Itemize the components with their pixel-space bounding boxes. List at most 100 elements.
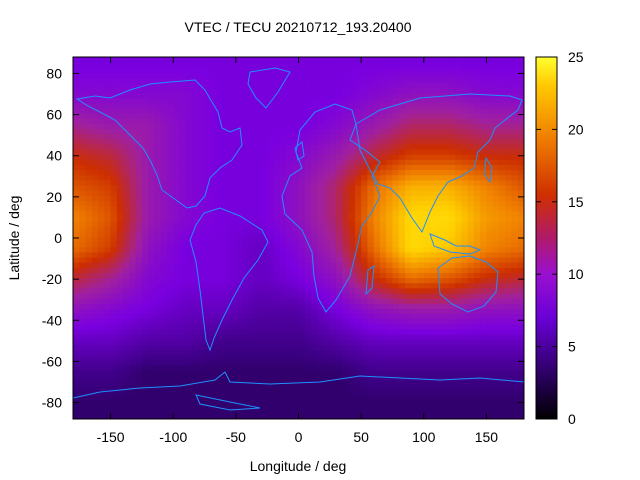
heatmap-cell <box>104 216 112 223</box>
heatmap-cell <box>141 108 149 115</box>
heatmap-cell <box>104 67 112 74</box>
heatmap-cell <box>260 164 268 171</box>
heatmap-cell <box>379 118 387 125</box>
heatmap-cell <box>511 118 519 125</box>
heatmap-cell <box>248 283 256 289</box>
heatmap-cell <box>417 272 425 279</box>
heatmap-cell <box>179 319 187 325</box>
heatmap-cell <box>173 329 181 336</box>
heatmap-cell <box>198 380 206 387</box>
heatmap-cell <box>148 139 156 146</box>
heatmap-cell <box>373 380 381 387</box>
heatmap-cell <box>73 344 80 351</box>
heatmap-cell <box>217 283 224 289</box>
heatmap-cell <box>229 190 237 197</box>
heatmap-cell <box>154 170 162 176</box>
heatmap-cell <box>354 77 362 84</box>
heatmap-cell <box>248 67 256 74</box>
heatmap-cell <box>398 211 406 217</box>
heatmap-cell <box>198 391 206 397</box>
heatmap-cell <box>185 252 193 259</box>
heatmap-cell <box>279 386 287 392</box>
heatmap-cell <box>379 236 387 243</box>
heatmap-cell <box>486 118 494 125</box>
heatmap-cell <box>192 267 199 274</box>
heatmap-cell <box>204 257 212 264</box>
heatmap-cell <box>192 62 199 68</box>
heatmap-cell <box>148 314 156 320</box>
heatmap-cell <box>129 108 137 115</box>
heatmap-cell <box>141 134 149 140</box>
heatmap-cell <box>160 386 168 392</box>
heatmap-cell <box>235 57 243 63</box>
heatmap-cell <box>373 221 381 228</box>
heatmap-cell <box>179 344 187 351</box>
heatmap-cell <box>273 386 281 392</box>
heatmap-cell <box>273 293 281 300</box>
heatmap-cell <box>160 113 168 120</box>
heatmap-cell <box>361 134 368 140</box>
heatmap-cell <box>379 195 387 202</box>
heatmap-cell <box>442 62 450 68</box>
heatmap-cell <box>116 134 124 140</box>
heatmap-cell <box>185 298 193 305</box>
heatmap-cell <box>166 355 174 361</box>
heatmap-cell <box>292 77 300 84</box>
heatmap-cell <box>79 370 87 377</box>
heatmap-cell <box>411 62 419 68</box>
heatmap-cell <box>166 298 174 305</box>
heatmap-cell <box>248 62 256 68</box>
heatmap-cell <box>342 360 350 367</box>
heatmap-cell <box>329 380 337 387</box>
heatmap-cell <box>166 360 174 367</box>
heatmap-cell <box>398 175 406 182</box>
heatmap-cell <box>141 242 149 248</box>
heatmap-cell <box>317 128 325 135</box>
heatmap-cell <box>91 98 99 104</box>
heatmap-cell <box>223 267 231 274</box>
heatmap-cell <box>79 123 87 130</box>
heatmap-cell <box>480 324 488 331</box>
heatmap-cell <box>110 62 118 68</box>
heatmap-cell <box>329 360 337 367</box>
heatmap-cell <box>192 164 199 171</box>
heatmap-cell <box>367 149 375 156</box>
heatmap-cell <box>85 134 93 140</box>
heatmap-cell <box>79 257 87 264</box>
heatmap-cell <box>279 98 287 104</box>
heatmap-cell <box>254 303 262 310</box>
heatmap-cell <box>260 334 268 341</box>
heatmap-cell <box>160 396 168 403</box>
heatmap-cell <box>323 319 331 325</box>
heatmap-cell <box>104 170 112 176</box>
heatmap-cell <box>135 401 143 408</box>
heatmap-cell <box>198 216 206 223</box>
heatmap-cell <box>323 375 331 382</box>
heatmap-cell <box>179 226 187 233</box>
heatmap-cell <box>342 164 350 171</box>
heatmap-cell <box>436 82 444 89</box>
heatmap-cell <box>135 370 143 377</box>
heatmap-cell <box>436 77 444 84</box>
heatmap-cell <box>517 128 524 135</box>
heatmap-cell <box>98 370 105 377</box>
heatmap-cell <box>461 144 469 151</box>
heatmap-cell <box>304 262 312 269</box>
heatmap-cell <box>367 118 375 125</box>
heatmap-cell <box>223 293 231 300</box>
heatmap-cell <box>461 128 469 135</box>
heatmap-cell <box>304 396 312 403</box>
heatmap-cell <box>304 401 312 408</box>
heatmap-cell <box>254 77 262 84</box>
heatmap-cell <box>386 185 394 192</box>
heatmap-cell <box>505 103 513 110</box>
heatmap-cell <box>298 98 306 104</box>
heatmap-cell <box>242 221 249 228</box>
heatmap-cell <box>467 257 475 264</box>
heatmap-cell <box>392 370 400 377</box>
heatmap-cell <box>430 123 437 130</box>
heatmap-cell <box>154 211 162 217</box>
heatmap-cell <box>505 159 513 166</box>
heatmap-cell <box>436 324 444 331</box>
heatmap-cell <box>185 380 193 387</box>
